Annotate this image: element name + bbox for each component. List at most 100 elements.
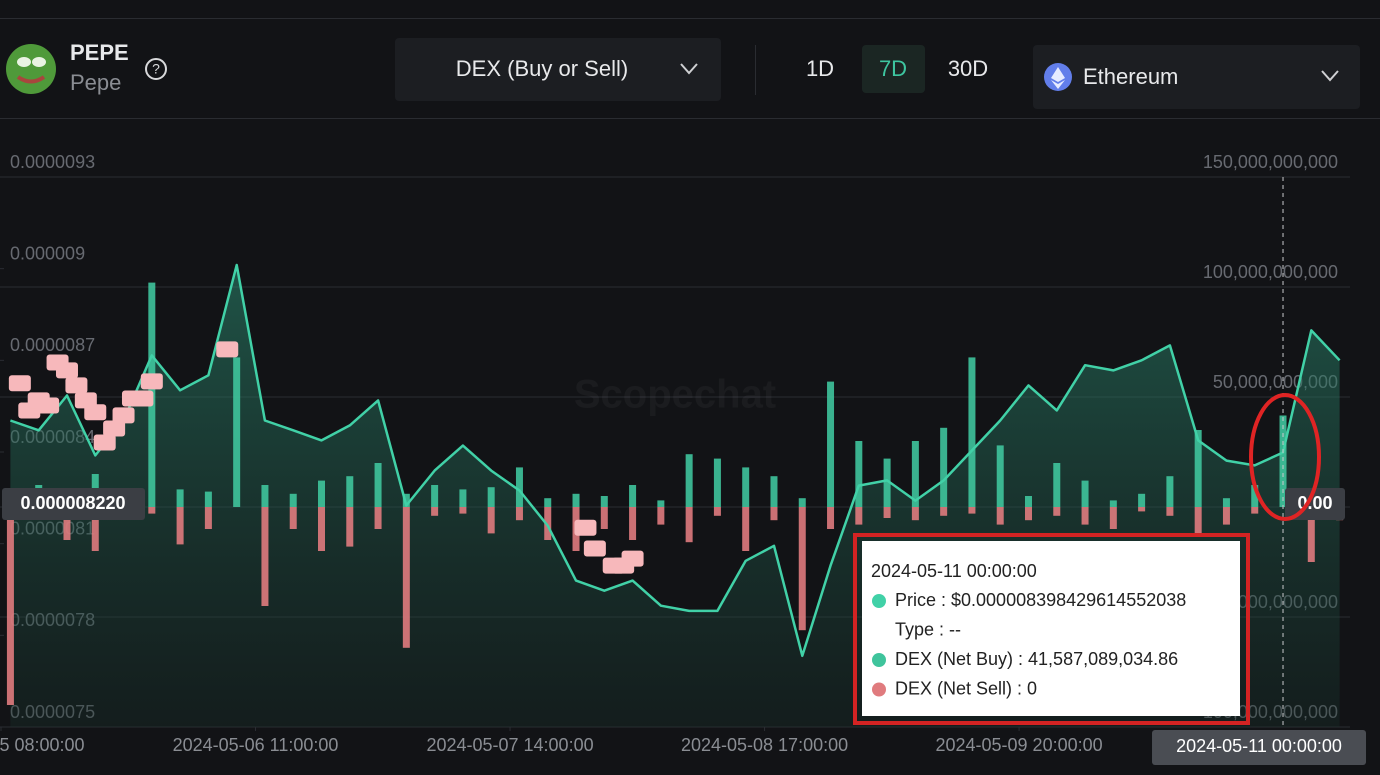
watermark: Scopechat (574, 373, 776, 417)
chevron (680, 63, 698, 75)
token-logo (6, 44, 56, 94)
tooltip-dot (872, 682, 886, 697)
tooltip (862, 541, 1240, 716)
range-tab-active[interactable] (862, 45, 925, 93)
trade-marker (8, 375, 31, 392)
overlay: 2024-05-11 00:00:00 Price : $0.000008398… (853, 393, 1321, 725)
net-sell-bar (346, 507, 354, 547)
net-buy-bar (713, 458, 721, 507)
net-buy-bar (233, 357, 241, 507)
net-buy-bar (883, 458, 891, 507)
net-sell-bar (402, 507, 410, 648)
net-buy-bar (968, 357, 976, 507)
y-tick-label: 0.0000093 (10, 152, 95, 172)
net-sell-bar (204, 507, 212, 529)
net-sell-bar (1109, 507, 1117, 529)
net-sell-bar (855, 507, 863, 525)
net-buy-bar (600, 496, 608, 507)
net-sell-bar (600, 507, 608, 529)
net-sell-bar (657, 507, 665, 525)
token-logo-eye (32, 57, 46, 67)
net-sell-bar (996, 507, 1004, 525)
crosshair-y-label: 0.000008220 (20, 493, 125, 513)
net-sell-bar (459, 507, 467, 514)
range-tab[interactable]: 7D (879, 56, 907, 81)
net-buy-bar (289, 493, 297, 507)
net-sell-bar (1024, 507, 1032, 521)
net-buy-bar (1024, 496, 1032, 507)
net-buy-bar (261, 485, 269, 507)
net-sell-bar (63, 507, 71, 540)
net-buy-bar (346, 476, 354, 507)
net-buy-bar (487, 487, 495, 507)
x-tick-label: 2024-05-08 17:00:00 (681, 735, 848, 755)
highlight-box (853, 533, 1250, 725)
net-sell-bar (713, 507, 721, 516)
range-tab[interactable]: 1D (806, 56, 834, 81)
net-buy-bar (402, 493, 410, 507)
net-buy-bar (176, 489, 184, 507)
net-sell-bar (431, 507, 439, 516)
net-sell-bar (544, 507, 552, 540)
net-sell-bar (883, 507, 891, 518)
x-tick-label: 2024-05-09 20:00:00 (935, 735, 1102, 755)
net-sell-bar (515, 507, 523, 521)
header: PEPE Pepe ? DEX (Buy or Sell) 1D 7D 30D Et… (6, 38, 1360, 109)
net-sell-bar (487, 507, 495, 534)
net-sell-bar (1053, 507, 1061, 516)
token-symbol: PEPE (70, 40, 129, 65)
help-icon[interactable] (145, 58, 167, 80)
token-logo-eye (17, 57, 31, 67)
net-buy-bar (374, 463, 382, 507)
trade-marker (93, 434, 116, 451)
net-buy-bar (1081, 480, 1089, 507)
net-buy-bar (1109, 500, 1117, 507)
tooltip-row: Type : -- (895, 619, 961, 639)
type-dropdown[interactable] (395, 38, 721, 101)
chevron (1321, 70, 1339, 82)
net-sell-bar (968, 507, 976, 514)
y2-tick-label: 100,000,000,000 (1203, 262, 1338, 282)
tooltip-dot (872, 594, 886, 608)
net-sell-bar (770, 507, 778, 521)
net-buy-bar (629, 485, 637, 507)
highlight-circle (1249, 393, 1321, 521)
range-tab[interactable]: 30D (948, 56, 988, 81)
net-sell-bar (1194, 507, 1202, 534)
net-sell-bar (798, 507, 806, 631)
net-sell-bar (1307, 507, 1315, 562)
net-sell-bar (91, 507, 99, 551)
tooltip-dot (872, 653, 886, 667)
net-sell-bar (6, 507, 14, 705)
net-buy-bar (515, 467, 523, 507)
net-sell-bar (742, 507, 750, 551)
chain-icon-glyph (1051, 67, 1065, 89)
help-icon-glyph: ? (152, 61, 160, 77)
net-sell-bar (289, 507, 297, 529)
x-tick-label: 2024-05-07 14:00:00 (426, 735, 593, 755)
type-dropdown-label: DEX (Buy or Sell) (456, 56, 628, 81)
net-buy-bar (572, 493, 580, 507)
x-tick-label: 2024-05-06 11:00:00 (173, 735, 339, 755)
net-buy-bar (1222, 498, 1230, 507)
trade-marker (84, 404, 107, 421)
net-buy-bar (1138, 493, 1146, 507)
y-tick-label: 0.000009 (10, 243, 85, 263)
chain-dropdown[interactable] (1033, 45, 1360, 109)
range-tabs: 1D 7D 30D (806, 45, 988, 93)
net-buy-bar (742, 467, 750, 507)
net-buy-bar (1166, 476, 1174, 507)
net-sell-bar (629, 507, 637, 540)
tooltip-row: DEX (Net Buy) : 41,587,089,034.86 (895, 649, 1178, 669)
trade-marker (621, 550, 644, 567)
crosshair-x-label: 2024-05-11 00:00:00 (1176, 736, 1342, 756)
net-buy-bar (318, 480, 326, 507)
trade-marker (103, 420, 126, 437)
net-buy-bar (827, 381, 835, 507)
crosshair-y-box (2, 488, 145, 520)
net-buy-bar (459, 489, 467, 507)
net-buy-bar (855, 441, 863, 507)
net-sell-bar (1138, 507, 1146, 512)
